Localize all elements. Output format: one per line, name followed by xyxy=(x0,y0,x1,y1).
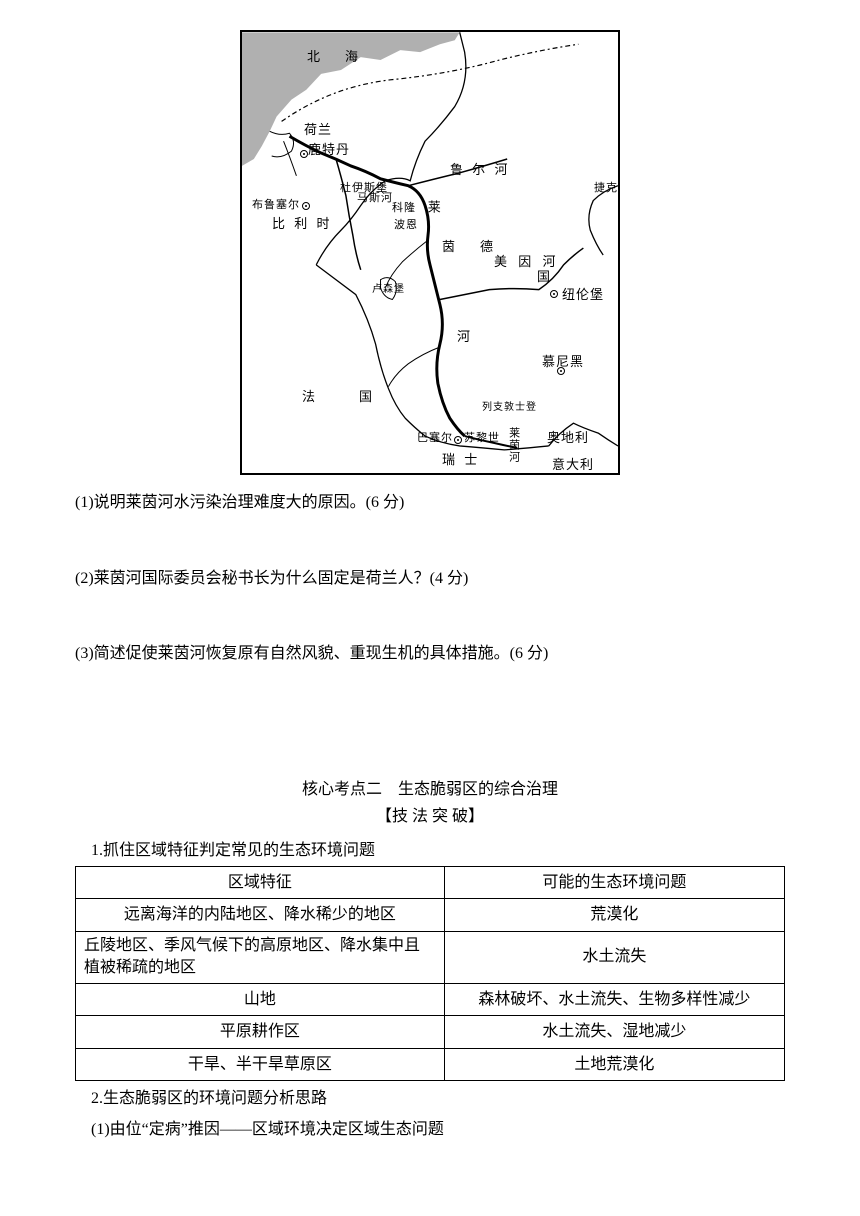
table-row: 平原耕作区 水土流失、湿地减少 xyxy=(76,1016,785,1049)
question-1: (1)说明莱茵河水污染治理难度大的原因。(6 分) xyxy=(75,490,785,516)
label-rhine-v: 莱 xyxy=(422,200,443,260)
table-cell: 干旱、半干旱草原区 xyxy=(76,1048,445,1081)
table-row: 干旱、半干旱草原区 土地荒漠化 xyxy=(76,1048,785,1081)
table-row: 山地 森林破坏、水土流失、生物多样性减少 xyxy=(76,983,785,1016)
table-row: 区域特征 可能的生态环境问题 xyxy=(76,866,785,899)
label-brussels: 布鲁塞尔 xyxy=(252,197,300,215)
question-2: (2)莱茵河国际委员会秘书长为什么固定是荷兰人？(4 分) xyxy=(75,566,785,592)
label-rotterdam: 鹿特丹 xyxy=(308,140,350,161)
point-1-title: 1.抓住区域特征判定常见的生态环境问题 xyxy=(75,838,785,864)
label-nuremberg: 纽伦堡 xyxy=(562,285,604,306)
dot-basel xyxy=(454,436,462,444)
point-2-title: 2.生态脆弱区的环境问题分析思路 xyxy=(75,1086,785,1112)
section-title: 核心考点二 生态脆弱区的综合治理 xyxy=(75,777,785,803)
table-cell: 平原耕作区 xyxy=(76,1016,445,1049)
table-cell: 水土流失、湿地减少 xyxy=(444,1016,784,1049)
dot-brussels xyxy=(302,202,310,210)
label-rhine-2: 茵 xyxy=(442,237,456,258)
label-italy: 意大利 xyxy=(552,455,594,475)
dot-nuremberg xyxy=(550,290,558,298)
label-cologne: 科隆 xyxy=(392,200,416,218)
label-liechtenstein: 列支敦士登 xyxy=(482,400,537,416)
label-bonn: 波恩 xyxy=(394,217,418,235)
dot-rotterdam xyxy=(300,150,308,158)
label-belgium: 比 利 时 xyxy=(272,214,333,235)
label-netherlands: 荷兰 xyxy=(304,120,332,141)
table-row: 远离海洋的内陆地区、降水稀少的地区 荒漠化 xyxy=(76,899,785,932)
label-france: 法 国 xyxy=(302,387,378,408)
label-rhine-3: 河 xyxy=(457,327,471,348)
label-czech: 捷克 xyxy=(594,180,618,198)
label-north-sea: 北 海 xyxy=(307,47,364,68)
table-cell: 远离海洋的内陆地区、降水稀少的地区 xyxy=(76,899,445,932)
table-cell: 山地 xyxy=(76,983,445,1016)
label-luxembourg: 卢森堡 xyxy=(372,282,405,298)
table-cell: 丘陵地区、季风气候下的高原地区、降水集中且植被稀疏的地区 xyxy=(76,931,445,983)
eco-table: 区域特征 可能的生态环境问题 远离海洋的内陆地区、降水稀少的地区 荒漠化 丘陵地… xyxy=(75,866,785,1082)
label-zurich: 苏黎世 xyxy=(464,430,500,448)
label-munich: 慕尼黑 xyxy=(542,352,584,373)
label-meuse: 马斯河 xyxy=(357,190,393,208)
label-switzerland: 瑞 士 xyxy=(442,450,480,471)
label-ruhr: 鲁 尔 河 xyxy=(450,160,511,181)
table-cell: 荒漠化 xyxy=(444,899,784,932)
table-cell: 森林破坏、水土流失、生物多样性减少 xyxy=(444,983,784,1016)
table-cell: 水土流失 xyxy=(444,931,784,983)
table-header-2: 可能的生态环境问题 xyxy=(444,866,784,899)
label-austria: 奥地利 xyxy=(547,428,589,449)
table-cell: 土地荒漠化 xyxy=(444,1048,784,1081)
rhine-map: 北 海 荷兰 鹿特丹 杜伊斯堡 鲁 尔 河 马斯河 布鲁塞尔 科隆 波恩 比 利… xyxy=(240,30,620,475)
label-rhine-small: 莱茵河 xyxy=(504,427,522,463)
label-germany-1: 德 xyxy=(480,237,494,258)
label-germany-2: 国 xyxy=(537,267,551,288)
section-subtitle: 【技 法 突 破】 xyxy=(75,804,785,830)
table-header-1: 区域特征 xyxy=(76,866,445,899)
table-row: 丘陵地区、季风气候下的高原地区、降水集中且植被稀疏的地区 水土流失 xyxy=(76,931,785,983)
question-3: (3)简述促使莱茵河恢复原有自然风貌、重现生机的具体措施。(6 分) xyxy=(75,641,785,667)
label-basel: 巴塞尔 xyxy=(417,430,453,448)
point-2-sub: (1)由位“定病”推因——区域环境决定区域生态问题 xyxy=(75,1117,785,1143)
